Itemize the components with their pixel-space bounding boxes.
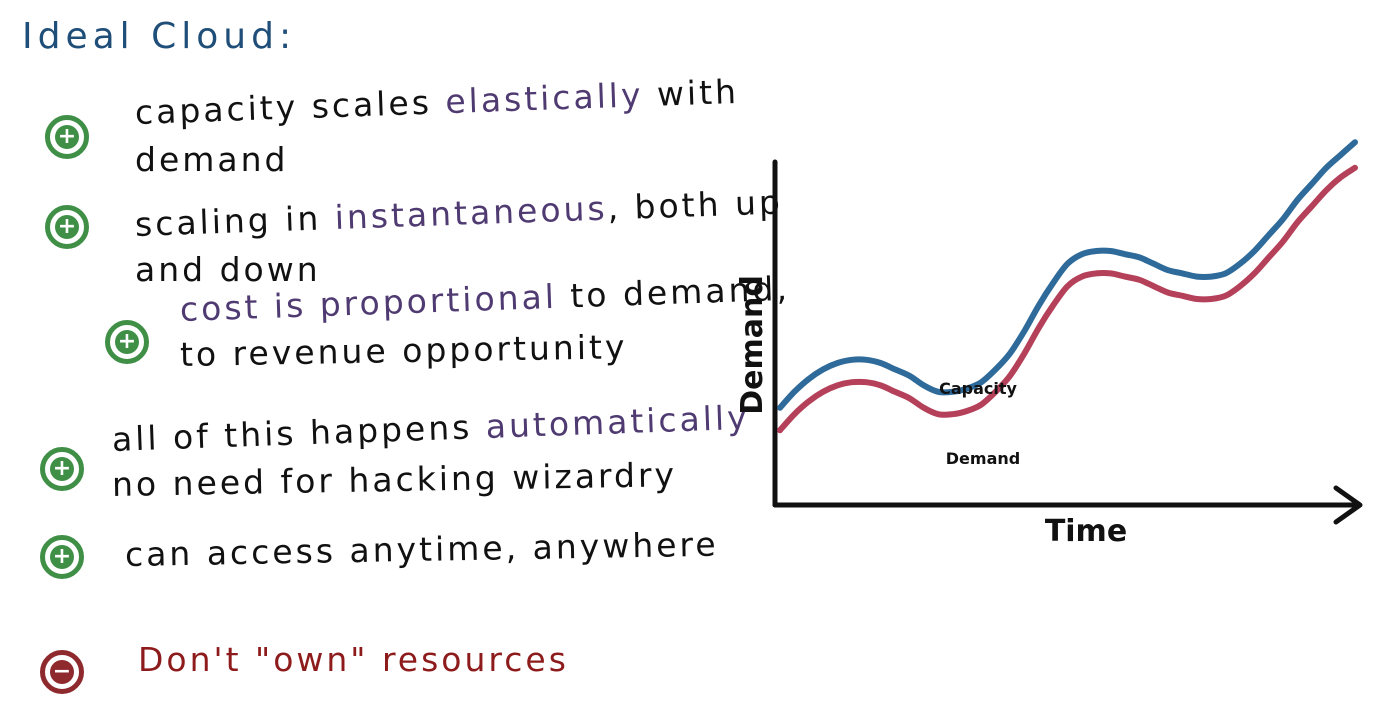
plus-circle-icon: +	[105, 320, 149, 364]
y-axis-label: Demand	[735, 275, 770, 415]
series-line-capacity	[777, 139, 1358, 411]
plus-circle-icon: +	[45, 115, 89, 159]
minus-circle-icon: −	[40, 650, 84, 694]
x-axis-label: Time	[1045, 514, 1127, 549]
bullet-text-line: demand	[135, 140, 288, 179]
bullet-text-line: and down	[135, 250, 321, 289]
x-axis-arrow-icon	[1333, 485, 1363, 525]
plus-circle-icon: +	[40, 447, 84, 491]
series-line-demand	[777, 164, 1358, 434]
plus-circle-icon: +	[40, 535, 84, 579]
bullet-text: and down	[135, 250, 321, 289]
bullet-text-line: Don't "own" resources	[138, 640, 569, 679]
bullet-text: Don't "own" resources	[138, 640, 569, 679]
series-label-capacity: Capacity	[939, 379, 1017, 398]
bullet-text: demand	[135, 140, 289, 179]
plus-circle-icon: +	[45, 205, 89, 249]
series-label-demand: Demand	[946, 449, 1020, 468]
slide-title: Ideal Cloud:	[22, 16, 297, 57]
